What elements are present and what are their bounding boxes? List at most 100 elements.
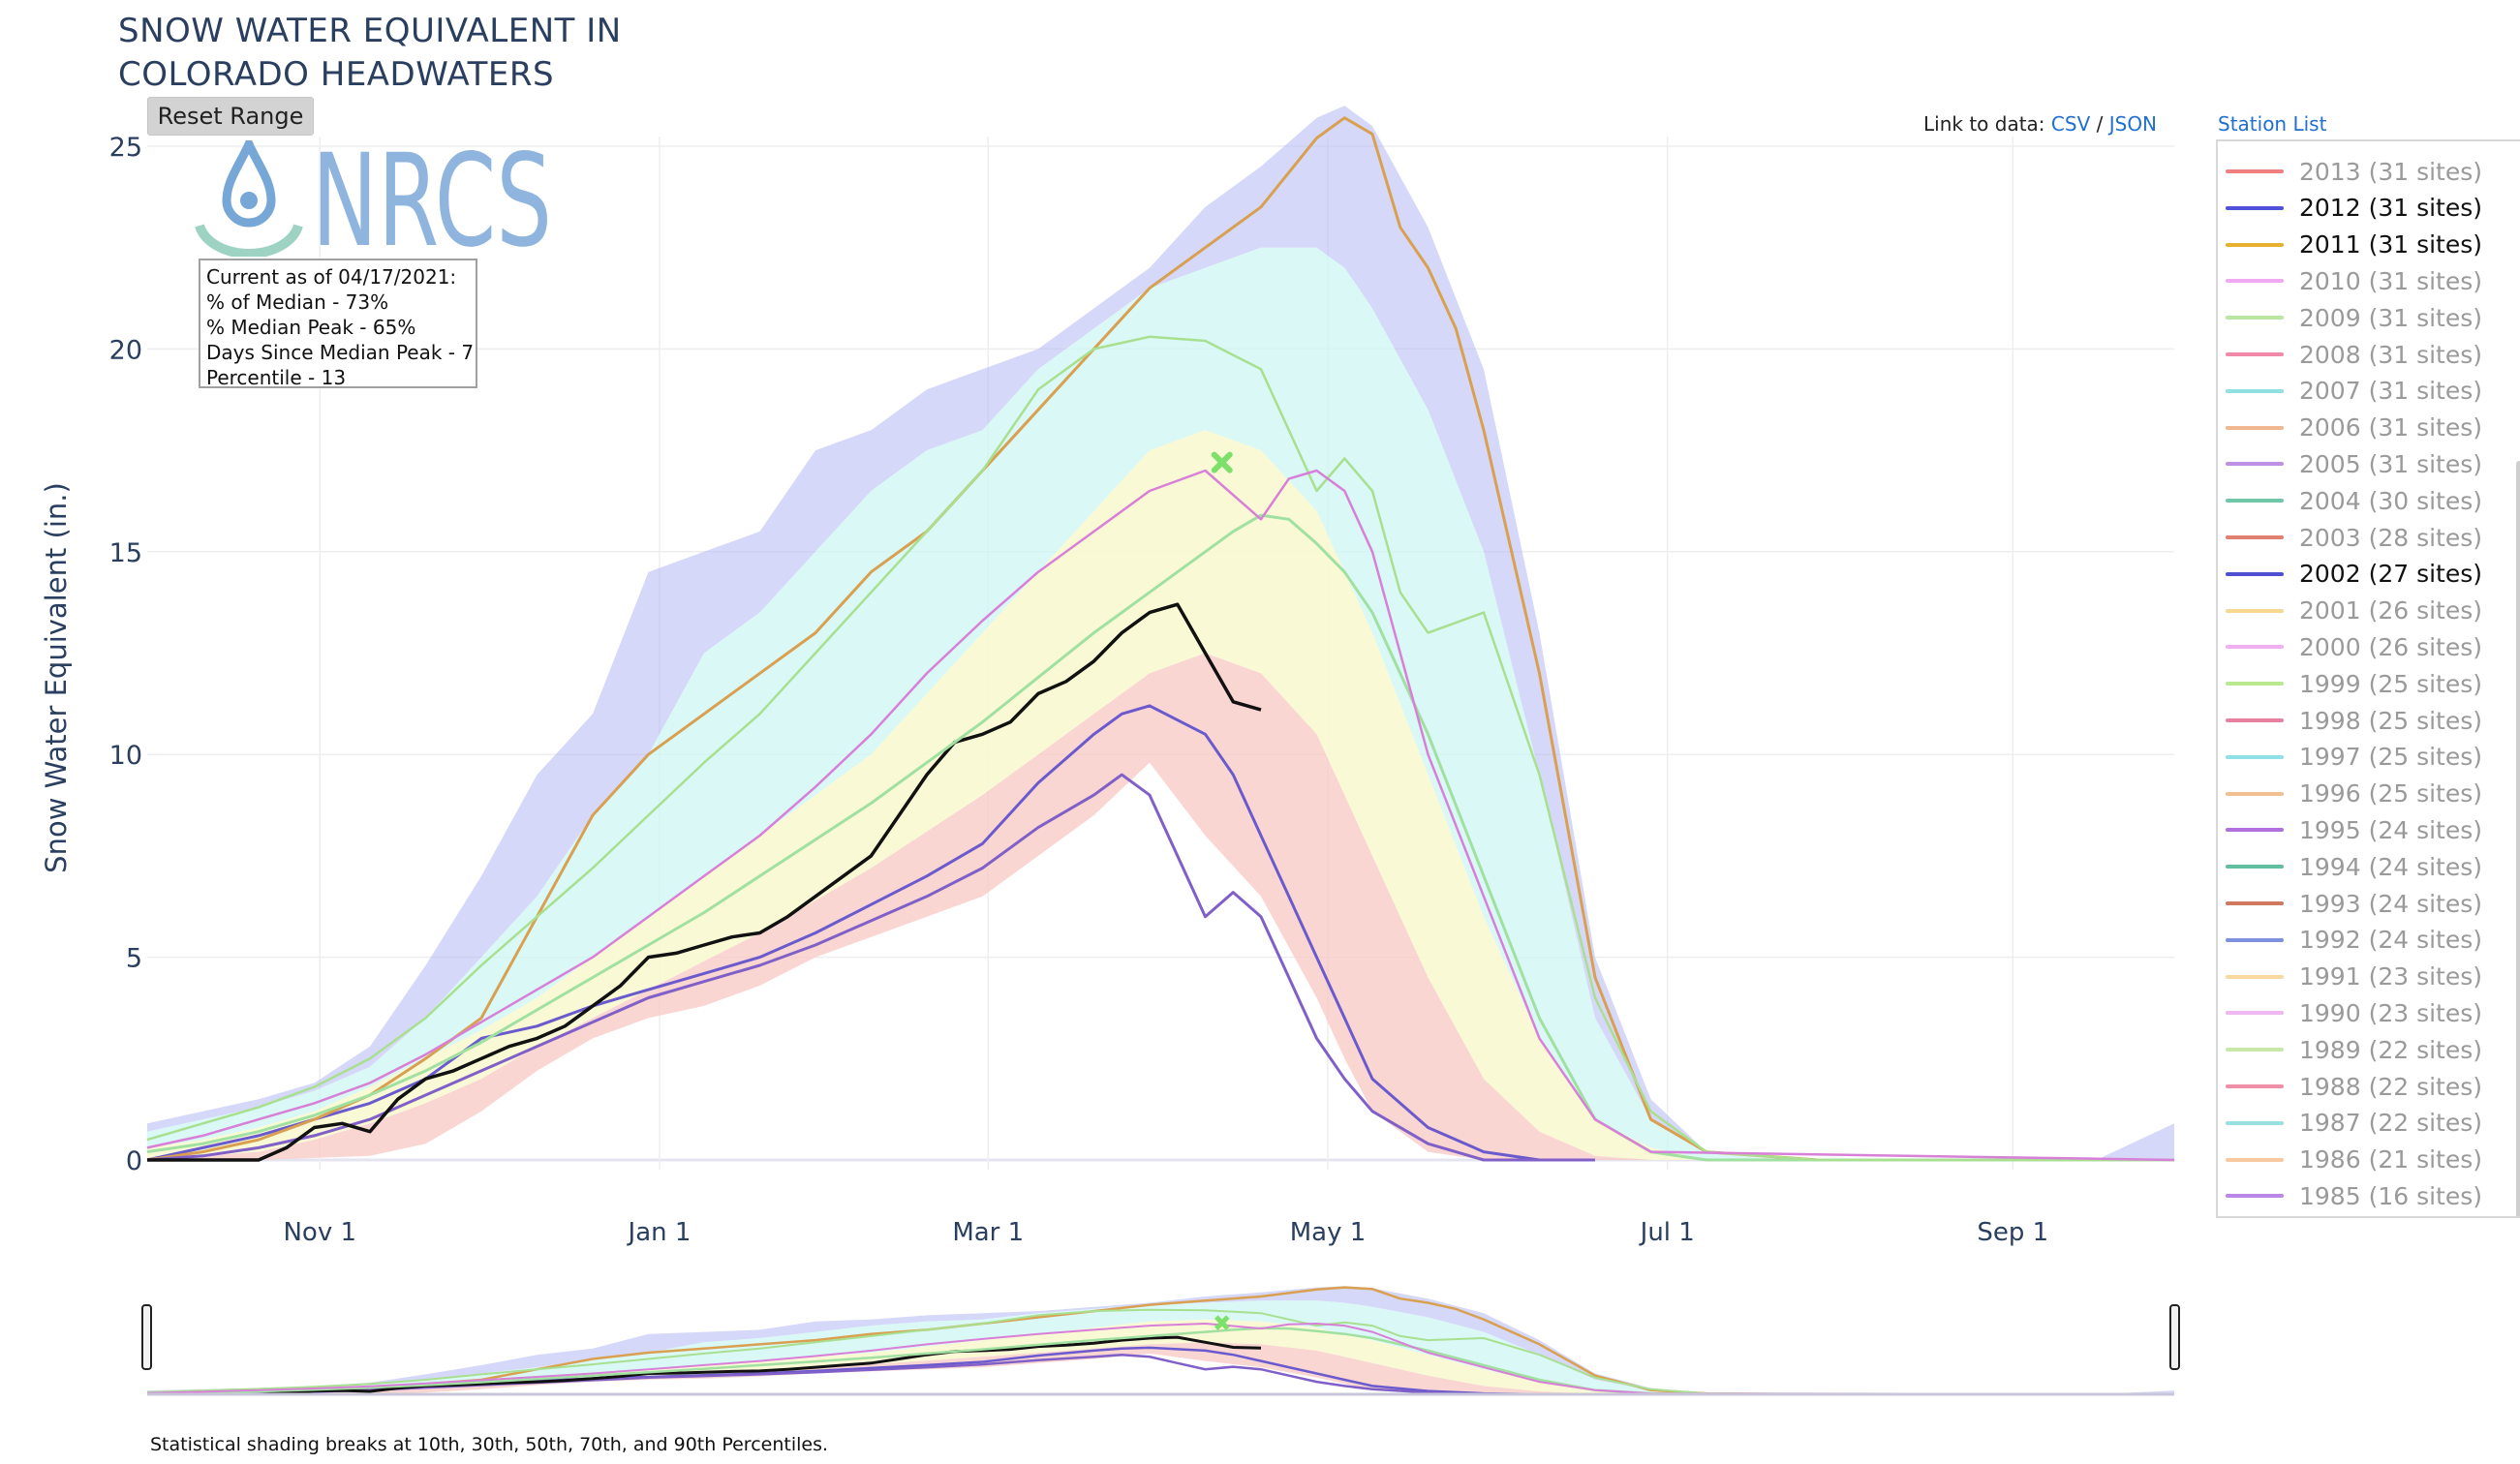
chart-markers [1211,451,1233,473]
legend-label: 2001 (26 sites) [2299,596,2483,625]
slider-series [146,1322,2175,1395]
reset-range-button[interactable]: Reset Range [147,97,314,136]
legend-item[interactable]: 1997 (25 sites) [2226,739,2516,776]
legend-swatch [2226,388,2284,393]
series-70th-percentile[interactable] [146,469,2175,1162]
legend-swatch [2226,169,2284,173]
slider-marker [1214,1315,1230,1330]
legend-item[interactable]: 2000 (26 sites) [2226,628,2516,665]
legend-label: 1994 (24 sites) [2299,852,2483,881]
legend-item[interactable]: 2006 (31 sites) [2226,410,2516,446]
year-series-lines [146,116,2175,1162]
nrcs-logo: NRCS [194,127,562,276]
legend-item[interactable]: 2013 (31 sites) [2226,153,2516,190]
legend-swatch [2226,352,2284,356]
legend-label: 2003 (28 sites) [2299,523,2483,552]
days-since-median-peak: Days Since Median Peak - 7 [206,341,475,364]
y-tick-label: 20 [109,335,142,365]
legend-item[interactable]: 1993 (24 sites) [2226,885,2516,922]
legend-label: 1986 (21 sites) [2299,1145,2483,1174]
legend-item[interactable]: 1999 (25 sites) [2226,665,2516,702]
legend-item[interactable]: 2008 (31 sites) [2226,336,2516,373]
legend-swatch [2226,865,2284,869]
legend-label: 1996 (25 sites) [2299,779,2483,808]
x-tick-label: Mar 1 [952,1218,1024,1247]
legend-item[interactable]: 1989 (22 sites) [2226,1031,2516,1068]
legend-label: 2002 (27 sites) [2299,560,2483,589]
y-axis-label: Snow Water Equivalent (in.) [40,482,73,873]
legend-item[interactable]: 2007 (31 sites) [2226,373,2516,410]
legend-item[interactable]: 1994 (24 sites) [2226,848,2516,885]
range-slider [141,1276,2180,1396]
series-2002-27-sites-[interactable] [146,773,1595,1162]
slider-band [147,1300,2174,1394]
range-slider-right-handle[interactable] [2169,1304,2180,1370]
legend-swatch [2226,682,2284,686]
json-link[interactable]: JSON [2108,112,2158,136]
current-as-of: Current as of 04/17/2021: [206,265,457,289]
water-drop-center-icon [240,192,258,209]
range-slider-left-handle[interactable] [141,1304,152,1370]
band-70-30- [147,430,2174,1160]
legend[interactable]: 2013 (31 sites) 2012 (31 sites) 2011 (31 s… [2216,139,2520,1218]
x-tick-label: Sep 1 [1977,1218,2048,1247]
logo-arc-icon [195,224,303,259]
legend-label: 1985 (16 sites) [2299,1181,2483,1210]
y-tick-label: 10 [109,741,142,771]
x-tick-label: May 1 [1290,1218,1367,1247]
median-peak-x [1211,451,1233,473]
legend-label: 1991 (23 sites) [2299,962,2483,991]
chart-title-line1: SNOW WATER EQUIVALENT IN [118,12,622,50]
slider-series [146,1308,2174,1395]
median-peak-marker[interactable] [1211,451,1233,473]
legend-item[interactable]: 1991 (23 sites) [2226,959,2516,995]
legend-item[interactable]: 1998 (25 sites) [2226,702,2516,739]
legend-item[interactable]: 2001 (26 sites) [2226,593,2516,629]
data-links: Link to data: CSV / JSON [1923,112,2157,136]
legend-swatch [2226,608,2284,613]
legend-swatch [2226,571,2284,576]
series-median[interactable] [146,513,2174,1162]
legend-swatch [2226,535,2284,539]
legend-item[interactable]: 1985 (16 sites) [2226,1177,2516,1214]
legend-item[interactable]: 2011 (31 sites) [2226,227,2516,263]
legend-swatch [2226,462,2284,467]
legend-item[interactable]: 1992 (24 sites) [2226,922,2516,959]
legend-item[interactable]: 1996 (25 sites) [2226,776,2516,812]
range-slider-preview [146,1286,2175,1396]
legend-item[interactable]: 2003 (28 sites) [2226,519,2516,556]
x-tick-label: Nov 1 [283,1218,356,1247]
series-2012-31-sites-[interactable] [146,704,1595,1162]
legend-item[interactable]: 2012 (31 sites) [2226,190,2516,227]
legend-label: 2009 (31 sites) [2299,303,2483,332]
slider-series [146,1327,2174,1396]
legend-item[interactable]: 1988 (22 sites) [2226,1068,2516,1105]
legend-item[interactable]: 1995 (24 sites) [2226,811,2516,848]
legend-label: 1997 (25 sites) [2299,743,2483,772]
legend-swatch [2226,937,2284,942]
legend-item[interactable]: 1987 (22 sites) [2226,1105,2516,1142]
csv-link[interactable]: CSV [2050,112,2091,136]
legend-item[interactable]: 2005 (31 sites) [2226,445,2516,482]
legend-swatch [2226,645,2284,650]
station-list-link[interactable]: Station List [2218,112,2327,136]
chart-title: SNOW WATER EQUIVALENT IN COLORADO HEADWA… [118,10,622,97]
legend-swatch [2226,425,2284,430]
legend-label: 2010 (31 sites) [2299,266,2483,295]
series-wy-2021[interactable] [147,602,1262,1162]
legend-item[interactable]: 1990 (23 sites) [2226,994,2516,1031]
legend-label: 2006 (31 sites) [2299,413,2483,442]
legend-label: 1988 (22 sites) [2299,1072,2483,1101]
legend-item[interactable]: 2009 (31 sites) [2226,299,2516,336]
legend-label: 1999 (25 sites) [2299,669,2483,698]
legend-scrollbar[interactable] [2516,461,2520,1216]
x-tick-label: Jul 1 [1639,1218,1695,1247]
legend-item[interactable]: 2002 (27 sites) [2226,556,2516,593]
legend-item[interactable]: 2004 (30 sites) [2226,482,2516,519]
legend-item[interactable]: 2010 (31 sites) [2226,262,2516,299]
legend-label: 2011 (31 sites) [2299,230,2483,259]
series-90th-percentile[interactable] [146,335,2174,1162]
legend-swatch [2226,974,2284,979]
legend-item[interactable]: 1986 (21 sites) [2226,1142,2516,1178]
y-tick-label: 15 [109,538,142,568]
